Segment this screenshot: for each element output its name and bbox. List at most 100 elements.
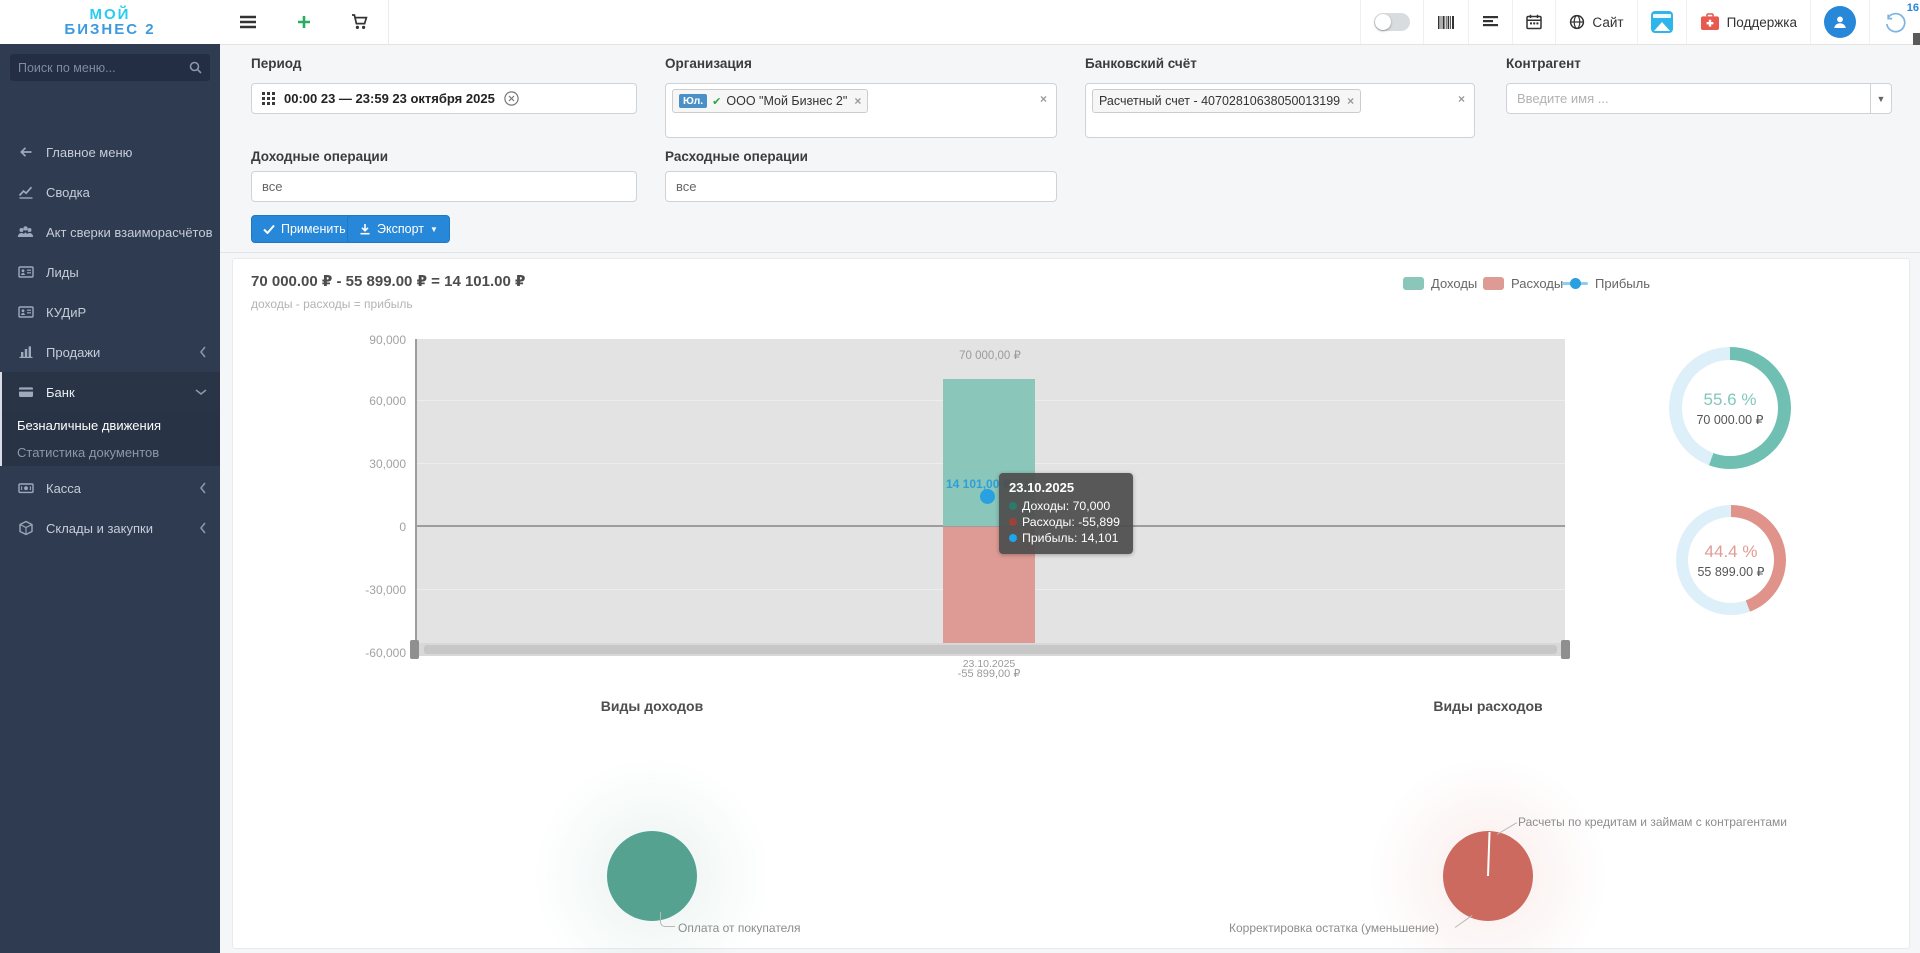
app-button[interactable] xyxy=(1636,0,1686,44)
expense-dot-icon xyxy=(1009,518,1017,526)
counterparty-field: ▼ xyxy=(1506,83,1892,114)
summary-subtitle: доходы - расходы = прибыль xyxy=(251,297,413,311)
tag-remove-icon[interactable]: × xyxy=(854,94,862,108)
y-tick: 90,000 xyxy=(369,333,406,347)
export-button[interactable]: Экспорт ▼ xyxy=(347,215,450,243)
counterparty-input[interactable] xyxy=(1507,84,1891,113)
period-clear-icon[interactable] xyxy=(504,91,519,106)
bank-account-clear-icon[interactable]: × xyxy=(1457,92,1465,106)
organization-label: Организация xyxy=(665,56,752,71)
income-donut-percent: 55.6 % xyxy=(1703,389,1757,409)
sidebar-item-leads[interactable]: Лиды xyxy=(0,252,220,292)
income-ops-field xyxy=(251,171,637,202)
toggle-switch-icon xyxy=(1374,13,1411,31)
organization-clear-icon[interactable]: × xyxy=(1039,92,1047,106)
sidebar-item-kudir[interactable]: КУДиР xyxy=(0,292,220,332)
y-tick: -30,000 xyxy=(365,583,406,597)
expense-donut-amount: 55 899.00 ₽ xyxy=(1697,564,1765,579)
sidebar-item-main-menu[interactable]: Главное меню xyxy=(0,132,220,172)
barcode-button[interactable] xyxy=(1423,0,1468,44)
scroll-handle-right[interactable] xyxy=(1561,640,1570,659)
calendar-button[interactable] xyxy=(1512,0,1555,44)
support-button[interactable]: Поддержка xyxy=(1685,0,1810,44)
history-button[interactable]: 16 xyxy=(1869,0,1920,44)
summary-title: 70 000.00 ₽ - 55 899.00 ₽ = 14 101.00 ₽ xyxy=(251,273,526,290)
profit-dot-icon xyxy=(1009,534,1017,542)
legend-income[interactable]: Доходы xyxy=(1403,276,1477,291)
menu-search-input[interactable] xyxy=(10,60,189,75)
income-slice-label: Оплата от покупателя xyxy=(678,921,801,935)
income-donut-amount: 70 000.00 ₽ xyxy=(1696,412,1764,427)
organization-tag-text: ООО "Мой Бизнес 2" xyxy=(726,94,848,108)
sidebar-item-sales[interactable]: Продажи xyxy=(0,332,220,372)
sidebar-item-bank[interactable]: Банк xyxy=(0,372,220,412)
expense-ops-select[interactable] xyxy=(666,172,1056,201)
bank-account-label: Банковский счёт xyxy=(1085,56,1197,71)
site-label: Сайт xyxy=(1592,14,1624,30)
sidebar-search xyxy=(10,54,210,81)
expense-swatch xyxy=(1483,277,1504,290)
search-icon[interactable] xyxy=(189,61,202,74)
x-axis-label: 23.10.2025 xyxy=(962,658,1016,670)
box-icon xyxy=(17,520,34,536)
period-input[interactable]: 00:00 23 — 23:59 23 октября 2025 xyxy=(251,83,637,114)
bank-account-tag-text: Расчетный счет - 40702810638050013199 xyxy=(1099,94,1341,108)
topbar: МОЙ БИЗНЕС 2 Сай xyxy=(0,0,1920,45)
y-tick: 60,000 xyxy=(369,394,406,408)
cart-button[interactable] xyxy=(332,0,389,44)
chart-tooltip: 23.10.2025 Доходы: 70,000 Расходы: -55,8… xyxy=(999,473,1133,554)
site-button[interactable]: Сайт xyxy=(1555,0,1636,44)
profit-point[interactable] xyxy=(980,489,995,504)
history-count: 16 xyxy=(1906,2,1919,14)
medkit-icon xyxy=(1700,13,1720,31)
calendar-icon xyxy=(1526,14,1543,30)
income-pie[interactable] xyxy=(607,831,697,921)
logo-line1: МОЙ xyxy=(89,6,131,23)
sidebar-item-cashless-movements[interactable]: Безналичные движения xyxy=(17,418,161,433)
expense-slice-label-big: Корректировка остатка (уменьшение) xyxy=(1229,921,1439,935)
y-axis-line xyxy=(415,339,417,643)
bank-account-tag: Расчетный счет - 40702810638050013199 × xyxy=(1092,89,1362,113)
bank-account-field[interactable]: Расчетный счет - 40702810638050013199 × … xyxy=(1085,83,1475,138)
barcode-icon xyxy=(1437,15,1455,30)
theme-toggle[interactable] xyxy=(1360,0,1423,44)
list-button[interactable] xyxy=(1468,0,1512,44)
income-ops-label: Доходные операции xyxy=(251,149,389,164)
users-icon xyxy=(17,224,34,240)
legend-expense[interactable]: Расходы xyxy=(1483,276,1563,291)
income-ops-select[interactable] xyxy=(252,172,636,201)
expense-donut-percent: 44.4 % xyxy=(1704,541,1758,561)
expense-slice-label-small: Расчеты по кредитам и займам с контраген… xyxy=(1518,815,1787,829)
list-icon xyxy=(1482,15,1499,29)
organization-field[interactable]: Юл. ✔ ООО "Мой Бизнес 2" × × xyxy=(665,83,1057,138)
chevron-left-icon xyxy=(199,482,207,494)
income-dot-icon xyxy=(1009,502,1017,510)
section-divider xyxy=(220,252,1920,253)
sidebar-item-summary[interactable]: Сводка xyxy=(0,172,220,212)
check-icon: ✔ xyxy=(712,95,722,108)
sidebar-item-document-statistics[interactable]: Статистика документов xyxy=(17,445,160,460)
legend-profit[interactable]: Прибыль xyxy=(1562,276,1650,291)
expense-ops-label: Расходные операции xyxy=(665,149,808,164)
back-arrow-icon xyxy=(17,144,34,160)
tag-remove-icon[interactable]: × xyxy=(1347,94,1355,108)
chart-scroll-bar[interactable] xyxy=(424,645,1557,654)
hamburger-button[interactable] xyxy=(220,0,277,44)
sidebar-item-reconciliation-act[interactable]: Акт сверки взаиморасчётов xyxy=(0,212,220,252)
sidebar-item-cashdesk[interactable]: Касса xyxy=(0,468,220,508)
add-button[interactable] xyxy=(276,0,333,44)
chevron-down-icon xyxy=(195,388,207,396)
sidebar-item-warehouses[interactable]: Склады и закупки xyxy=(0,508,220,548)
counterparty-label: Контрагент xyxy=(1506,56,1581,71)
logo-line2: БИЗНЕС 2 xyxy=(64,21,156,38)
profile-button[interactable] xyxy=(1810,0,1869,44)
avatar xyxy=(1824,6,1856,38)
dropdown-caret-icon[interactable]: ▼ xyxy=(1870,84,1891,113)
apply-button[interactable]: Применить xyxy=(251,215,358,243)
page-scrollbar-thumb[interactable] xyxy=(1913,33,1920,45)
x-axis-sublabel: -55 899,00 ₽ xyxy=(957,668,1021,680)
history-icon: 16 xyxy=(1883,2,1919,34)
scroll-handle-left[interactable] xyxy=(410,640,419,659)
logo[interactable]: МОЙ БИЗНЕС 2 xyxy=(0,0,220,44)
